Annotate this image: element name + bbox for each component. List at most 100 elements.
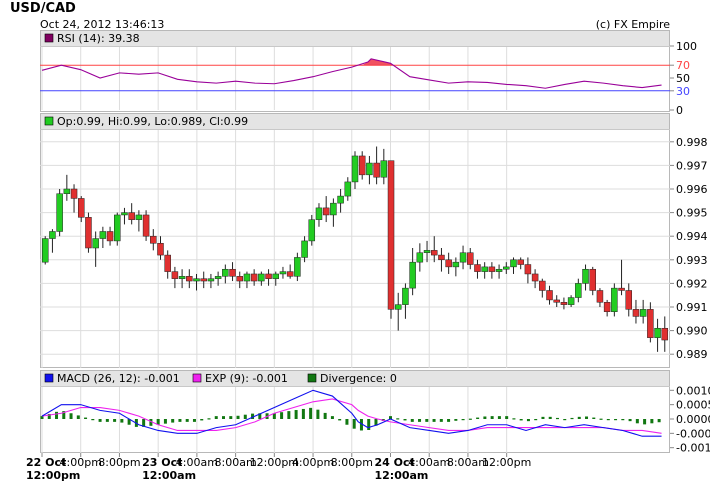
price-candle-body xyxy=(106,231,114,242)
price-candle-body xyxy=(41,238,49,263)
price-candle-body xyxy=(603,302,611,312)
price-candle-body xyxy=(380,160,388,178)
macd-divergence-bar xyxy=(388,416,392,419)
price-candle-body xyxy=(647,309,654,338)
price-candle-body xyxy=(387,160,395,310)
macd-divergence-bar xyxy=(214,416,218,419)
price-candle-body xyxy=(214,276,222,279)
price-candle-body xyxy=(452,261,460,268)
price-tick-label: 0.997 xyxy=(676,159,708,172)
price-candle-body xyxy=(142,214,150,237)
price-candle-body xyxy=(409,261,416,289)
macd-divergence-bar xyxy=(621,419,625,421)
macd-divergence-bar xyxy=(359,419,363,431)
rsi-header-bar xyxy=(40,30,670,46)
macd-divergence-bar xyxy=(309,407,313,419)
macd-divergence-bar xyxy=(69,413,73,419)
price-candle-body xyxy=(178,276,186,279)
macd-divergence-bar xyxy=(512,418,516,420)
rsi-legend-swatch xyxy=(44,33,54,43)
price-candle-body xyxy=(416,252,424,263)
macd-legend: MACD (26, 12): -0.001 xyxy=(57,372,180,385)
price-candle-body xyxy=(467,252,474,265)
rsi-tick-label: 30 xyxy=(676,85,690,98)
price-candle-body xyxy=(589,268,596,291)
price-candle-body xyxy=(560,302,568,305)
macd-divergence-bar xyxy=(192,419,196,422)
price-candle-body xyxy=(164,254,171,272)
macd-divergence-bar xyxy=(207,418,211,420)
macd-divergence-bar xyxy=(323,412,327,419)
timestamp: Oct 24, 2012 13:46:13 xyxy=(40,18,165,31)
price-candle-body xyxy=(344,181,352,197)
price-candle-body xyxy=(639,309,647,317)
macd-divergence-bar xyxy=(338,419,342,421)
macd-divergence-bar xyxy=(316,409,320,419)
x-tick-label: 8:00pm xyxy=(331,456,373,469)
macd-divergence-bar xyxy=(635,419,639,424)
price-tick-label: 0.994 xyxy=(676,230,708,243)
macd-tick-label: -0.0005 xyxy=(676,427,710,440)
price-tick-label: 0.996 xyxy=(676,183,708,196)
rsi-tick-label: 50 xyxy=(676,72,690,85)
price-candle-body xyxy=(445,259,452,268)
price-candle-body xyxy=(135,214,143,220)
macd-divergence-bar xyxy=(541,416,545,419)
macd-divergence-bar xyxy=(120,419,124,423)
rsi-tick-label: 100 xyxy=(676,40,697,53)
rsi-legend: RSI (14): 39.38 xyxy=(57,32,140,45)
price-candle-body xyxy=(243,273,251,282)
price-candle-body xyxy=(430,250,438,256)
price-candle-body xyxy=(567,297,575,305)
macd-divergence-bar xyxy=(142,419,146,427)
price-candle-body xyxy=(358,155,366,176)
price-candle-body xyxy=(315,207,323,220)
macd-divergence-bar xyxy=(643,419,647,425)
price-candle-body xyxy=(596,290,604,303)
price-candle-body xyxy=(85,217,92,249)
price-candle-body xyxy=(625,290,633,310)
x-tick-label: 4:00pm xyxy=(292,456,334,469)
macd-divergence-bar xyxy=(468,418,472,420)
price-candle-body xyxy=(503,266,510,270)
macd-divergence-bar xyxy=(505,416,509,419)
macd-divergence-bar xyxy=(345,419,349,425)
x-tick-label: 8:00am xyxy=(215,456,257,469)
price-candle-body xyxy=(330,202,337,216)
price-candle-body xyxy=(373,162,380,178)
macd-divergence-bar xyxy=(592,417,596,419)
macd-divergence-bar xyxy=(490,416,494,419)
macd-divergence-bar xyxy=(200,419,204,421)
macd-legend-swatch xyxy=(307,373,317,383)
macd-divergence-bar xyxy=(222,416,226,419)
price-tick-label: 0.998 xyxy=(676,136,708,149)
macd-divergence-bar xyxy=(410,419,414,422)
macd-divergence-bar xyxy=(585,416,589,419)
macd-divergence-bar xyxy=(497,416,501,419)
copyright: (c) FX Empire xyxy=(595,18,670,31)
price-candle-body xyxy=(575,283,582,298)
macd-legend-swatch xyxy=(192,373,202,383)
x-tick-label: 24 Oct xyxy=(374,456,414,469)
price-candle-body xyxy=(92,238,99,249)
price-candle-body xyxy=(171,271,179,279)
rsi-frame xyxy=(40,30,670,112)
price-candle-body xyxy=(423,250,431,253)
macd-divergence-bar xyxy=(98,419,102,422)
macd-divergence-bar xyxy=(403,419,407,421)
macd-divergence-bar xyxy=(454,419,458,421)
macd-divergence-bar xyxy=(272,413,276,419)
x-tick-label: 8:00am xyxy=(447,456,489,469)
macd-legend: Divergence: 0 xyxy=(320,372,397,385)
macd-panel: MACD (26, 12): -0.001 EXP (9): -0.001 Dive… xyxy=(40,370,710,455)
price-candle-body xyxy=(279,271,287,275)
price-candle-body xyxy=(366,162,373,176)
price-tick-label: 0.993 xyxy=(676,254,708,267)
macd-divergence-bar xyxy=(599,418,603,420)
price-candle-body xyxy=(222,268,229,277)
price-candle-body xyxy=(207,278,215,282)
x-tick-label: 8:00pm xyxy=(98,456,140,469)
